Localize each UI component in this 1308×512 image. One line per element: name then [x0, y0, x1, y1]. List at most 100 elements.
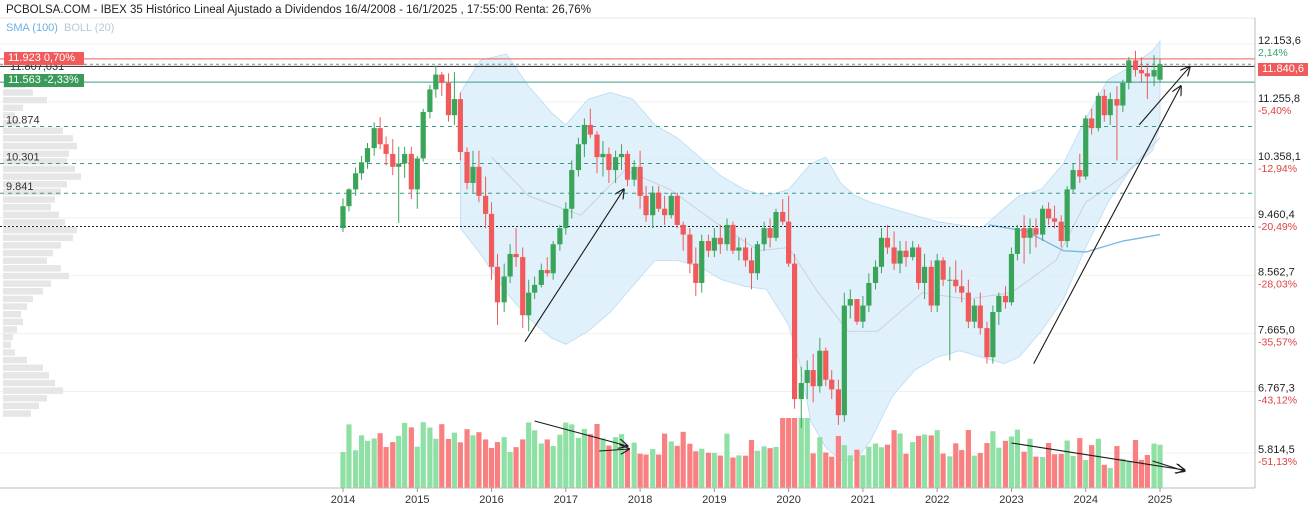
profile-bar [3, 310, 21, 318]
candle-body [507, 253, 513, 277]
candle-body [668, 195, 674, 216]
volume-bar [1101, 464, 1107, 488]
candle-body [786, 221, 792, 264]
chart-title: PCBOLSA.COM - IBEX 35 Histórico Lineal A… [6, 4, 591, 16]
candle-body [705, 241, 712, 251]
volume-bar [711, 452, 717, 488]
volume-bar [346, 424, 352, 488]
candle-body [594, 134, 600, 158]
profile-bar [3, 234, 73, 241]
sma-label: SMA (100) [6, 22, 58, 34]
volume-bar [550, 445, 556, 488]
volume-bar [371, 438, 377, 488]
candle-body [464, 151, 470, 183]
candle-body [396, 163, 402, 167]
volume-bar [427, 427, 433, 488]
candle-body [971, 305, 977, 322]
volume-bar [662, 433, 668, 488]
volume-bar [544, 439, 550, 488]
volume-bar [581, 428, 587, 488]
candle-body [736, 247, 742, 251]
candle-body [990, 311, 996, 358]
candle-body [860, 305, 866, 322]
volume-bar [736, 455, 742, 488]
candle-body [835, 389, 841, 416]
candle-body [680, 224, 686, 235]
candle-body [470, 166, 476, 183]
volume-bar [575, 437, 582, 488]
volume-bar [606, 445, 612, 488]
volume-bar [786, 418, 792, 488]
candle-body [544, 270, 550, 274]
y-pct-label: -5,40% [1258, 105, 1291, 117]
candle-body [662, 208, 668, 216]
candle-body [903, 250, 909, 258]
y-pct-label: -35,57% [1258, 337, 1297, 349]
profile-bar [3, 242, 61, 249]
volume-bar [637, 453, 643, 488]
y-pct-label: -28,03% [1258, 279, 1297, 291]
volume-bar [940, 453, 946, 488]
profile-bar [3, 211, 59, 219]
candle-body [353, 173, 359, 190]
volume-bar [934, 430, 940, 488]
volume-bar [965, 430, 971, 488]
y-tick-label: 7.665,0 [1258, 325, 1295, 337]
candle-body [841, 305, 847, 416]
candle-body [513, 253, 519, 258]
volume-bar [668, 441, 674, 488]
volume-bar [457, 442, 463, 488]
candle-body [1040, 208, 1046, 235]
high-price-badge: 11.923 0,70% [4, 52, 84, 65]
volume-bar [494, 442, 501, 488]
candle-body [730, 224, 736, 251]
profile-bar [3, 226, 77, 234]
profile-bar [3, 372, 49, 379]
candle-body [717, 237, 723, 245]
y-tick-label: 12.153,6 [1258, 35, 1301, 47]
candle-body [371, 128, 377, 149]
volume-bar [810, 453, 816, 488]
candle-body [780, 211, 786, 222]
candle-body [581, 124, 587, 145]
support-label: 9.841 [6, 181, 34, 193]
x-tick-label: 2016 [479, 494, 503, 506]
candle-body [872, 266, 879, 283]
candle-body [600, 153, 606, 158]
volume-bar [823, 452, 829, 488]
volume-bar [402, 422, 408, 488]
volume-bar [791, 418, 798, 488]
candle-body [383, 144, 389, 154]
profile-bar [3, 196, 55, 203]
volume-bar [390, 442, 396, 488]
volume-bar [600, 438, 606, 488]
volume-bar [724, 433, 730, 488]
y-pct-label: 2,14% [1258, 47, 1288, 59]
candle-body [1151, 70, 1157, 77]
candle-body [965, 292, 971, 322]
candle-body [1077, 170, 1083, 177]
volume-bar [1077, 438, 1083, 488]
candle-body [934, 260, 940, 306]
volume-bar [557, 434, 563, 488]
y-pct-label: -20,49% [1258, 221, 1297, 233]
profile-bar [3, 395, 47, 402]
volume-bar [612, 437, 619, 488]
candle-body [1058, 221, 1064, 242]
candle-body [847, 299, 853, 306]
candle-body [884, 237, 891, 248]
profile-bar [3, 150, 69, 157]
y-tick-label: 10.358,1 [1258, 151, 1301, 163]
candle-body [618, 153, 625, 158]
candle-body [1027, 228, 1033, 238]
profile-bar [3, 203, 51, 211]
volume-bar [383, 447, 389, 488]
candle-body [817, 350, 823, 387]
candle-body [557, 228, 563, 245]
volume-bar [730, 457, 736, 488]
candle-body [1095, 95, 1101, 129]
volume-bar [340, 452, 346, 488]
x-tick-label: 2020 [776, 494, 800, 506]
trend-arrow [1138, 67, 1190, 126]
candle-body [1126, 60, 1132, 83]
